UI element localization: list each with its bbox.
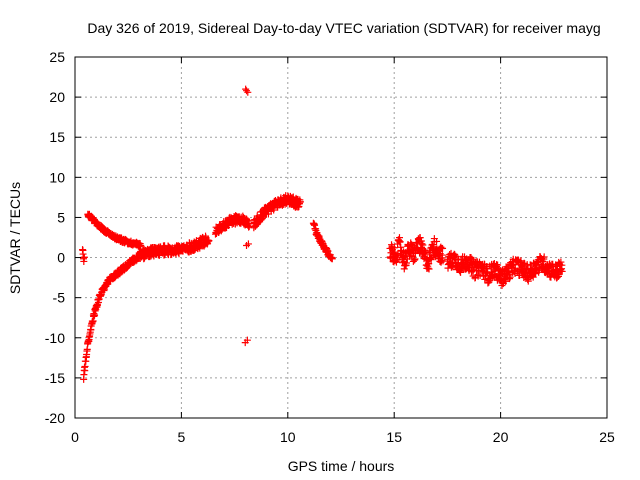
data-point [540, 253, 548, 261]
data-point [244, 240, 252, 248]
data-point [506, 273, 514, 281]
data-points [79, 85, 566, 383]
data-point [558, 261, 566, 269]
data-point [558, 267, 566, 275]
x-tick-label: 0 [71, 429, 79, 445]
data-point [80, 253, 88, 261]
x-tick-label: 25 [599, 429, 615, 445]
y-tick-label: -15 [45, 370, 65, 386]
data-point [457, 268, 465, 276]
axes: 0 5 10 15 20 25 -20 -15 -10 -5 0 5 10 15 20 25 [45, 49, 615, 445]
data-point [433, 237, 441, 245]
data-point [175, 250, 183, 258]
y-tick-label: -5 [53, 290, 66, 306]
data-point [418, 240, 426, 248]
data-point [425, 265, 433, 273]
data-point [420, 246, 428, 254]
data-point [414, 239, 422, 247]
data-point [549, 260, 557, 268]
data-point [296, 198, 304, 206]
data-point [245, 222, 253, 230]
data-point [524, 265, 532, 273]
data-point [137, 241, 145, 249]
x-tick-label: 20 [493, 429, 509, 445]
y-tick-label: 0 [57, 250, 65, 266]
x-tick-label: 10 [280, 429, 296, 445]
chart-title: Day 326 of 2019, Sidereal Day-to-day VTE… [87, 20, 600, 36]
grid-lines [75, 57, 607, 418]
data-point [244, 88, 252, 96]
data-point [416, 234, 424, 242]
data-point [437, 243, 445, 251]
y-tick-label: 15 [49, 129, 65, 145]
plot-frame [74, 56, 608, 419]
y-tick-label: 10 [49, 169, 65, 185]
data-point [402, 259, 410, 267]
data-point [419, 241, 427, 249]
x-tick-label: 15 [386, 429, 402, 445]
y-axis-label: SDTVAR / TECUs [7, 182, 23, 294]
x-tick-label: 5 [178, 429, 186, 445]
data-point [451, 251, 459, 259]
y-tick-label: -10 [45, 330, 65, 346]
data-point [529, 273, 537, 281]
data-point [243, 87, 251, 95]
y-tick-label: -20 [45, 410, 65, 426]
data-point [439, 244, 447, 252]
data-point [243, 336, 251, 344]
data-point [557, 258, 565, 266]
data-point [489, 272, 497, 280]
data-point [328, 255, 336, 263]
y-tick-label: 25 [49, 49, 65, 65]
x-axis-label: GPS time / hours [288, 458, 395, 474]
y-tick-label: 5 [57, 209, 65, 225]
y-tick-label: 20 [49, 89, 65, 105]
data-point [438, 251, 446, 259]
data-point [205, 237, 213, 245]
